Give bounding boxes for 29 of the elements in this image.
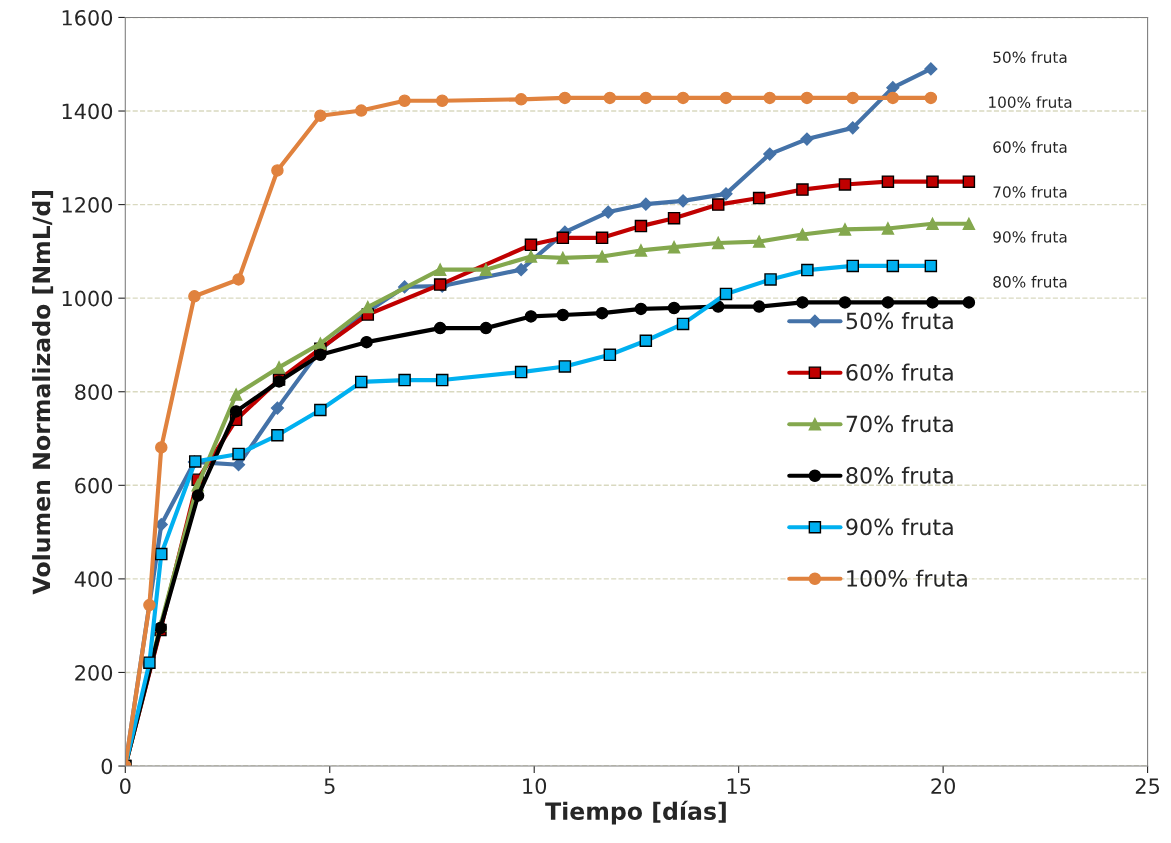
annotation: 60% fruta — [993, 141, 1067, 153]
annotation: 80% fruta — [993, 275, 1067, 288]
y-tick-label: 600 — [75, 477, 113, 494]
x-tick-label: 15 — [727, 778, 751, 794]
y-tick-label: 0 — [101, 758, 113, 775]
annotation: 90% fruta — [993, 230, 1067, 243]
y-axis-title: Volumen Normalizado [NmL/d] — [32, 190, 54, 595]
legend-label: 60% fruta — [846, 363, 953, 381]
x-tick-label: 20 — [931, 778, 955, 794]
x-tick-label: 10 — [523, 778, 547, 794]
y-tick-label: 1200 — [62, 197, 113, 213]
y-tick-label: 1400 — [62, 103, 113, 120]
y-tick-label: 800 — [75, 384, 113, 400]
legend-label: 100% fruta — [847, 569, 967, 587]
legend-label: 50% fruta — [846, 312, 953, 330]
y-tick-label: 1000 — [62, 290, 113, 307]
legend-label: 90% fruta — [846, 518, 953, 536]
legend-label: 80% fruta — [846, 466, 953, 484]
y-tick-label: 200 — [75, 664, 113, 681]
annotation: 100% fruta — [989, 96, 1072, 108]
legend-label: 70% fruta — [846, 415, 953, 433]
y-tick-label: 1600 — [62, 9, 113, 26]
x-axis-title: Tiempo [días] — [545, 800, 726, 825]
annotation: 70% fruta — [993, 185, 1067, 198]
x-tick-label: 0 — [120, 778, 131, 794]
x-tick-label: 25 — [1135, 778, 1160, 794]
y-tick-label: 400 — [74, 571, 113, 588]
annotation: 50% fruta — [993, 51, 1067, 64]
x-tick-label: 5 — [324, 778, 335, 794]
